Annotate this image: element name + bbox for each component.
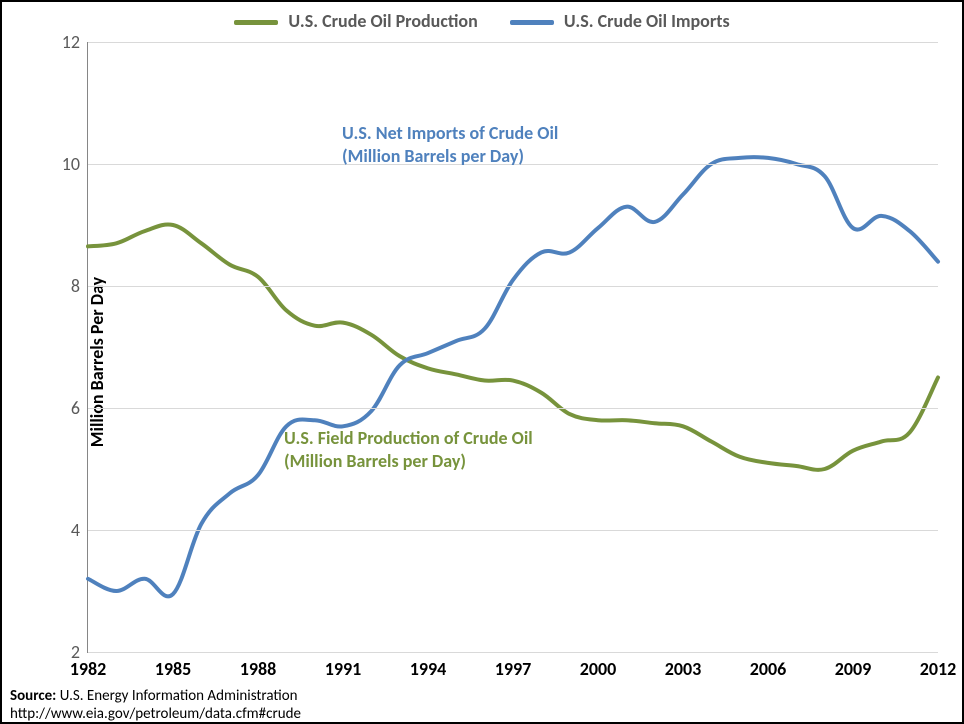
legend: U.S. Crude Oil Production U.S. Crude Oil… — [2, 10, 962, 32]
gridline — [88, 286, 938, 287]
y-tick: 6 — [71, 397, 80, 419]
x-tick: 2009 — [835, 658, 872, 680]
x-tick: 1991 — [325, 658, 362, 680]
x-tick: 1994 — [410, 658, 447, 680]
x-tick: 1985 — [155, 658, 192, 680]
gridline — [88, 530, 938, 531]
legend-item-production: U.S. Crude Oil Production — [234, 10, 482, 32]
imports-annotation-line1: U.S. Net Imports of Crude Oil — [342, 122, 558, 145]
y-tick: 12 — [62, 31, 80, 53]
x-tick: 2003 — [665, 658, 702, 680]
x-tick: 2006 — [750, 658, 787, 680]
legend-swatch-production — [234, 20, 278, 25]
x-tick: 1982 — [70, 658, 107, 680]
production-annotation: U.S. Field Production of Crude Oil(Milli… — [284, 427, 533, 472]
y-tick: 8 — [71, 275, 80, 297]
y-tick: 4 — [71, 519, 80, 541]
imports-annotation-line2: (Million Barrels per Day) — [342, 145, 558, 168]
production-annotation-line2: (Million Barrels per Day) — [284, 450, 533, 473]
gridline — [88, 652, 938, 653]
source-url: http://www.eia.gov/petroleum/data.cfm#cr… — [10, 705, 301, 723]
source-citation: Source: U.S. Energy Information Administ… — [10, 687, 301, 723]
x-tick: 2000 — [580, 658, 617, 680]
legend-label-imports: U.S. Crude Oil Imports — [564, 10, 730, 32]
legend-swatch-imports — [510, 20, 554, 25]
source-label: Source: — [10, 687, 56, 705]
x-tick: 2012 — [920, 658, 957, 680]
imports-annotation: U.S. Net Imports of Crude Oil(Million Ba… — [342, 122, 558, 167]
production-annotation-line1: U.S. Field Production of Crude Oil — [284, 427, 533, 450]
y-tick: 10 — [62, 153, 80, 175]
x-tick: 1997 — [495, 658, 532, 680]
legend-item-imports: U.S. Crude Oil Imports — [510, 10, 730, 32]
x-tick: 1988 — [240, 658, 277, 680]
legend-label-production: U.S. Crude Oil Production — [288, 10, 477, 32]
chart-frame: U.S. Crude Oil Production U.S. Crude Oil… — [0, 0, 964, 724]
source-text: U.S. Energy Information Administration — [60, 687, 298, 705]
gridline — [88, 42, 938, 43]
gridline — [88, 408, 938, 409]
